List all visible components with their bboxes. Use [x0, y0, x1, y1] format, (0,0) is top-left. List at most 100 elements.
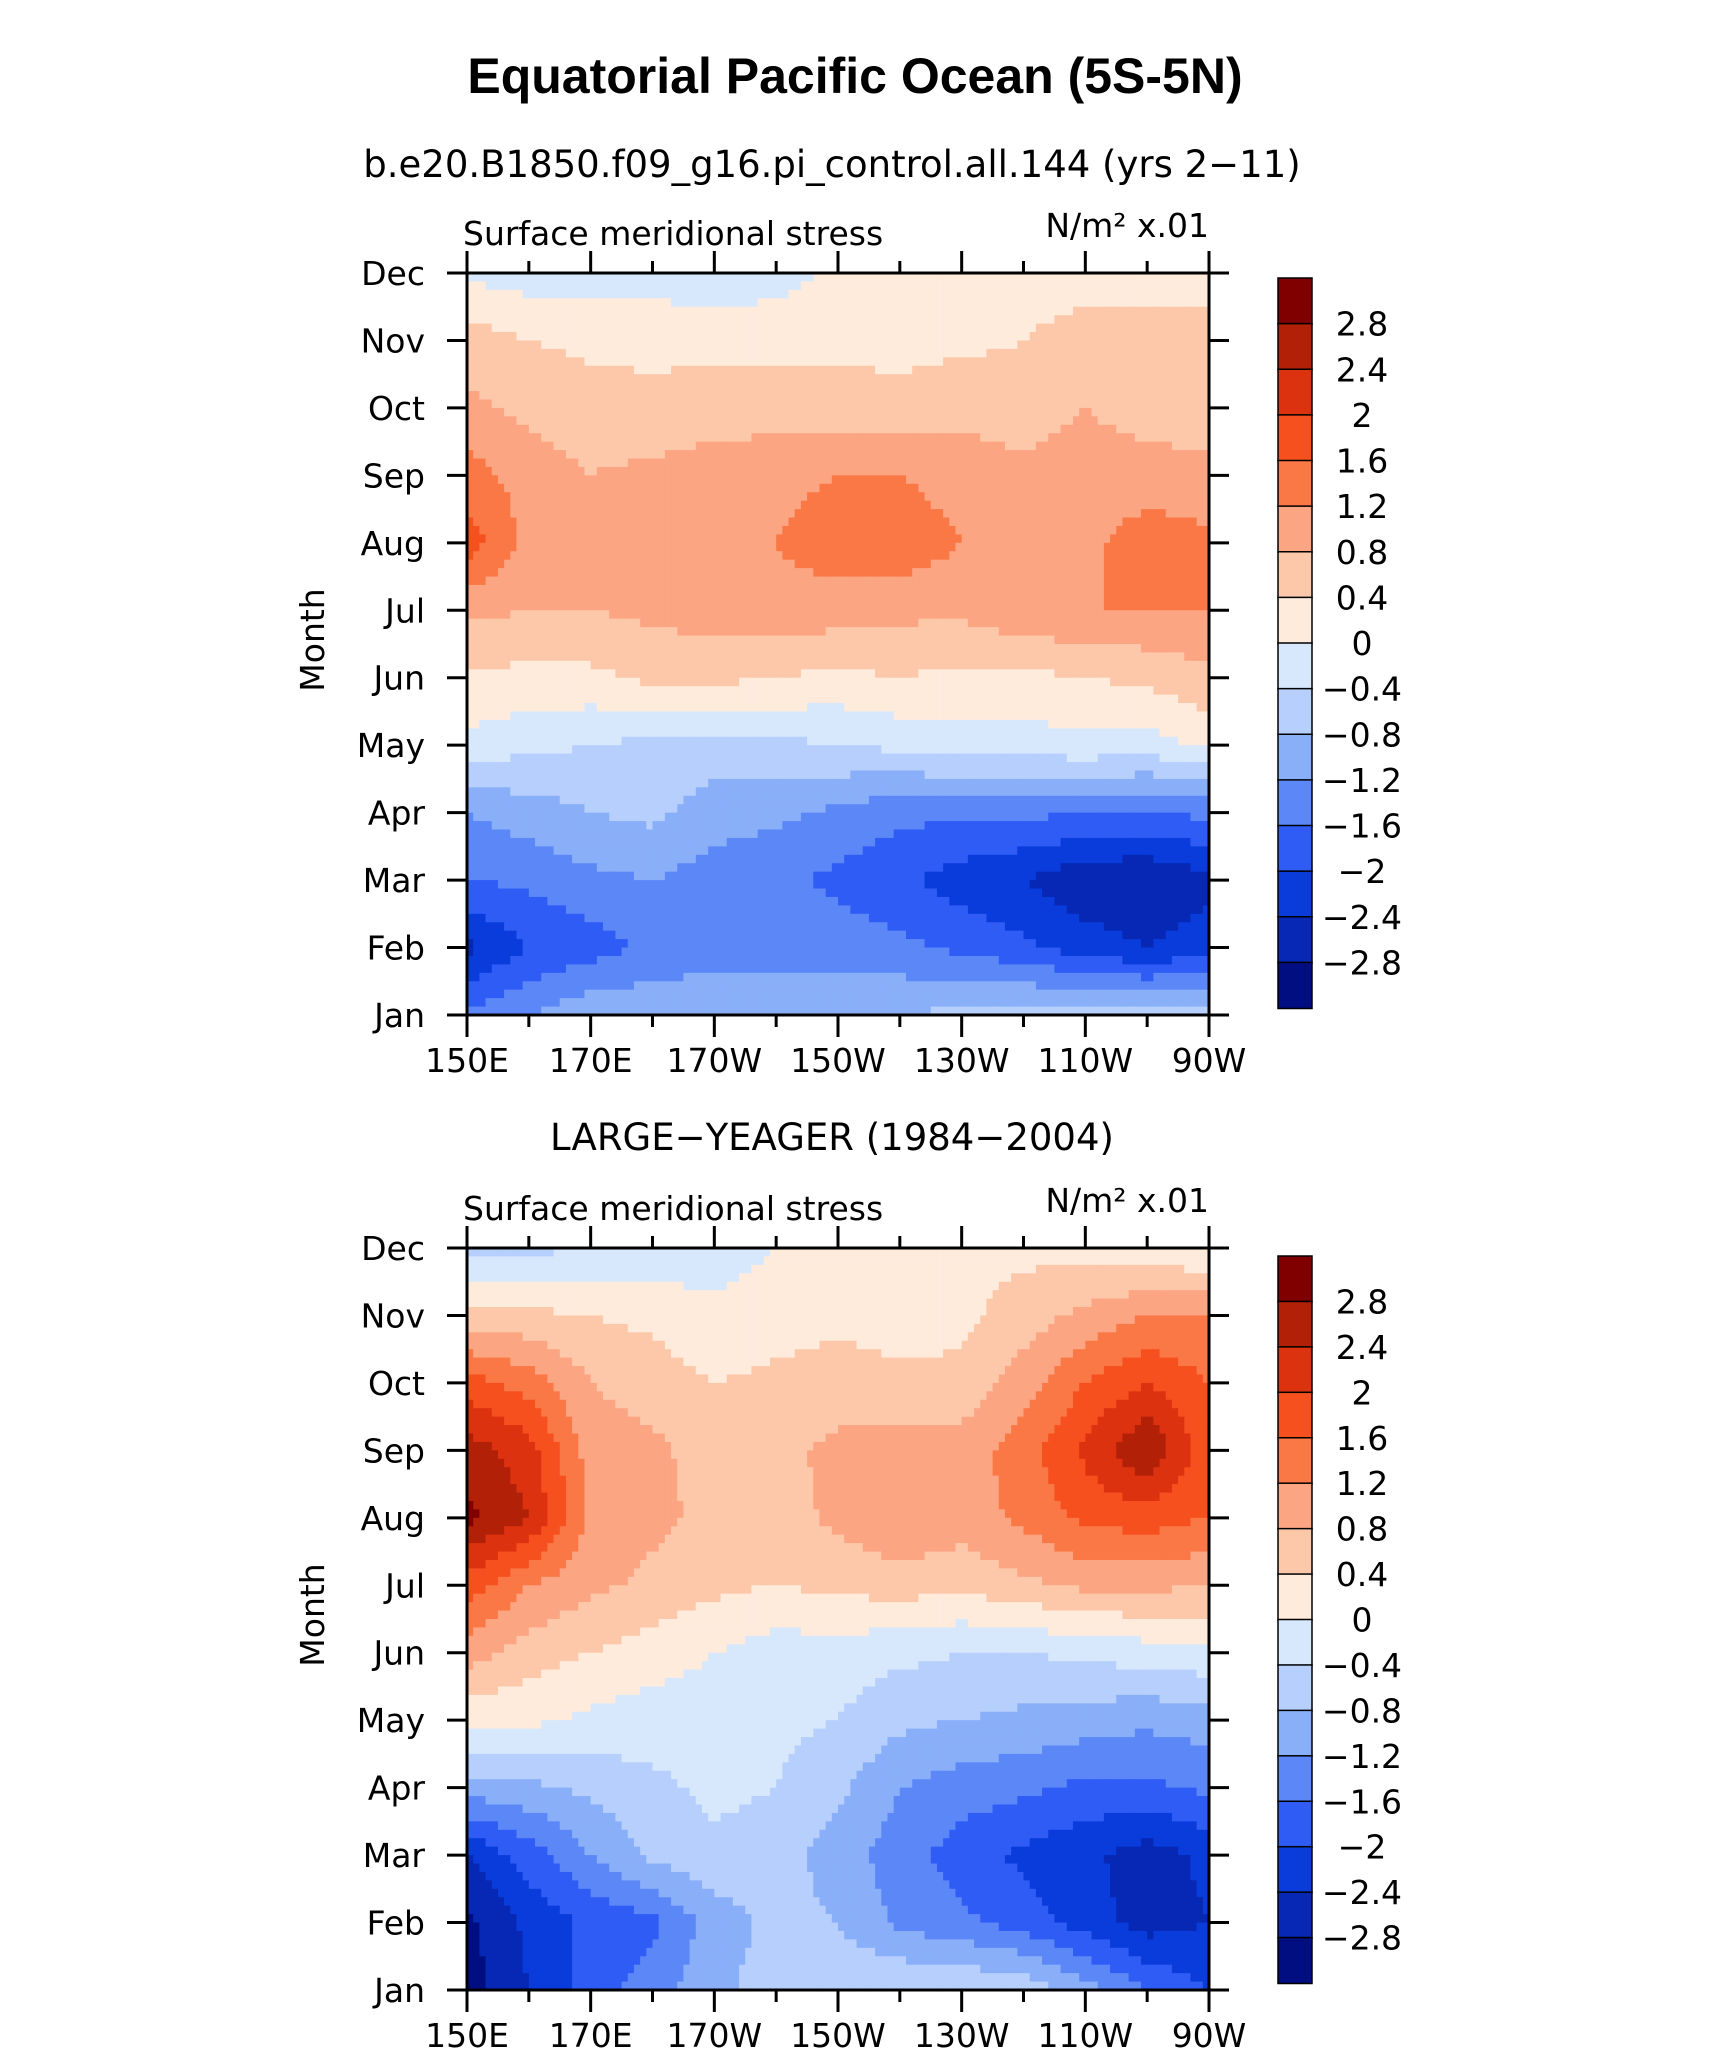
contour-cell [831, 298, 839, 308]
contour-cell [936, 568, 944, 578]
contour-cell [819, 559, 827, 569]
contour-cell [794, 534, 802, 544]
contour-cell [504, 500, 511, 510]
contour-cell [658, 391, 666, 401]
contour-cell [745, 500, 753, 510]
contour-cell [584, 315, 592, 325]
contour-cell [949, 492, 957, 502]
contour-cell [559, 542, 567, 552]
contour-cell [1202, 517, 1210, 527]
contour-cell [924, 593, 932, 603]
contour-cell [1153, 424, 1161, 434]
contour-cell [949, 273, 957, 283]
contour-cell [609, 441, 616, 451]
contour-cell [788, 289, 796, 299]
contour-cell [819, 382, 827, 392]
contour-cell [899, 559, 907, 569]
contour-cell [1103, 433, 1111, 443]
contour-cell [906, 424, 913, 434]
contour-cell [739, 534, 746, 544]
contour-cell [1110, 281, 1117, 291]
contour-cell [485, 551, 493, 561]
contour-cell [671, 365, 678, 375]
contour-cell [912, 407, 919, 417]
contour-cell [485, 374, 493, 384]
contour-cell [745, 298, 753, 308]
contour-cell [807, 551, 814, 561]
contour-cell [491, 281, 499, 291]
contour-cell [1097, 441, 1105, 451]
contour-cell [974, 441, 981, 451]
contour-cell [875, 568, 882, 578]
contour-cell [732, 289, 740, 299]
contour-cell [677, 492, 685, 502]
contour-cell [813, 551, 821, 561]
contour-cell [739, 559, 746, 569]
contour-cell [559, 458, 567, 468]
contour-cell [1171, 306, 1179, 316]
contour-cell [479, 298, 487, 308]
contour-cell [918, 391, 926, 401]
contour-cell [1147, 391, 1154, 401]
contour-cell [1184, 323, 1192, 333]
contour-cell [652, 407, 660, 417]
contour-cell [609, 601, 616, 611]
contour-cell [671, 382, 678, 392]
contour-cell [868, 323, 876, 333]
contour-cell [497, 584, 505, 595]
contour-cell [1042, 483, 1049, 493]
contour-cell [924, 348, 932, 358]
contour-cell [1079, 357, 1086, 367]
contour-cell [924, 534, 932, 544]
contour-cell [1091, 323, 1099, 333]
contour-cell [1029, 332, 1037, 342]
contour-cell [627, 534, 635, 544]
contour-cell [683, 542, 691, 552]
contour-cell [881, 399, 889, 409]
contour-cell [745, 365, 753, 375]
contour-cell [1190, 517, 1198, 527]
contour-cell [491, 450, 499, 460]
contour-cell [1165, 593, 1173, 603]
contour-cell [776, 273, 783, 283]
contour-cell [479, 391, 487, 401]
contour-cell [1190, 332, 1198, 342]
contour-cell [992, 407, 1000, 417]
contour-cell [1035, 365, 1043, 375]
contour-cell [1103, 525, 1111, 535]
contour-cell [906, 542, 913, 552]
contour-cell [1035, 374, 1043, 384]
contour-cell [683, 407, 691, 417]
contour-cell [1023, 433, 1031, 443]
contour-cell [596, 323, 604, 333]
contour-cell [497, 416, 505, 426]
contour-cell [553, 584, 561, 595]
contour-cell [1140, 399, 1148, 409]
contour-cell [751, 382, 759, 392]
contour-cell [986, 525, 994, 535]
contour-cell [881, 306, 889, 316]
contour-cell [664, 483, 672, 493]
contour-cell [1011, 458, 1018, 468]
contour-cell [1153, 332, 1161, 342]
contour-cell [1171, 551, 1179, 561]
contour-cell [1017, 374, 1025, 384]
contour-cell [887, 559, 895, 569]
contour-cell [794, 348, 802, 358]
contour-cell [757, 441, 765, 451]
contour-cell [609, 466, 616, 476]
contour-cell [1029, 298, 1037, 308]
contour-cell [516, 382, 524, 392]
contour-cell [664, 576, 672, 586]
contour-cell [732, 559, 740, 569]
contour-cell [1017, 382, 1025, 392]
contour-cell [776, 382, 783, 392]
contour-cell [974, 450, 981, 460]
contour-cell [658, 340, 666, 350]
contour-cell [535, 450, 542, 460]
contour-cell [912, 509, 919, 519]
contour-cell [683, 315, 691, 325]
contour-cell [912, 365, 919, 375]
contour-cell [671, 517, 678, 527]
contour-cell [1004, 601, 1012, 611]
